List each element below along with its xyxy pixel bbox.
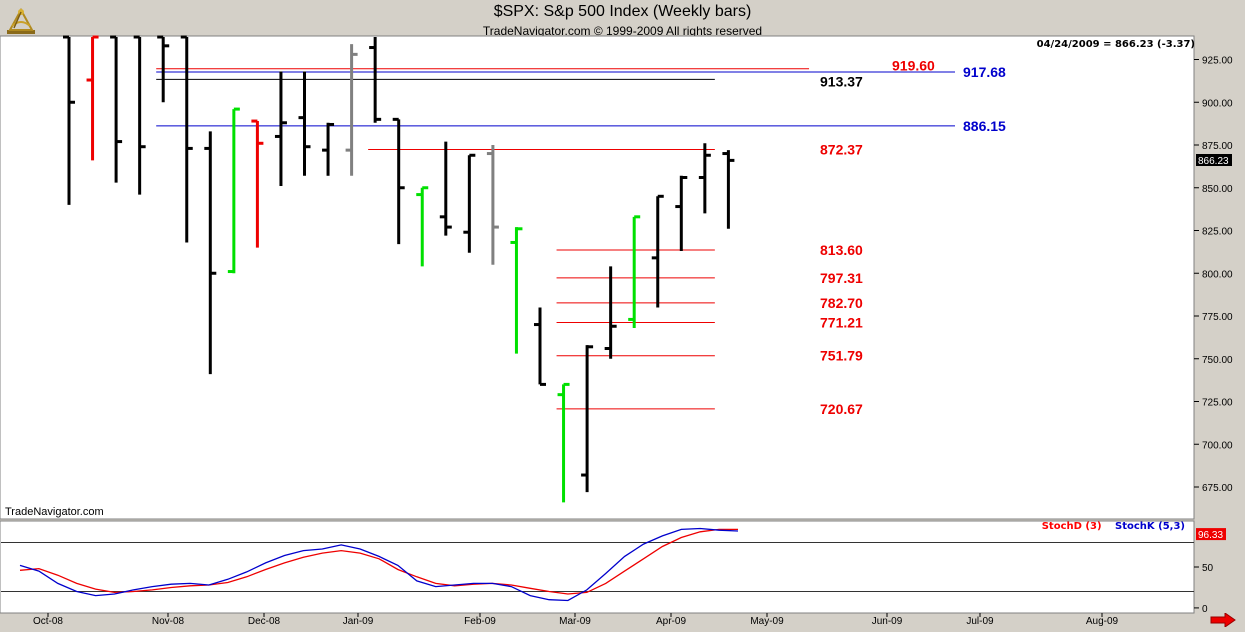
y-tick-label: 850.00: [1202, 184, 1233, 195]
x-tick-label: Nov-08: [152, 616, 185, 627]
y-tick-label: 725.00: [1202, 398, 1233, 409]
scroll-right-arrow-icon[interactable]: [1210, 612, 1236, 628]
level-label: 813.60: [820, 242, 863, 258]
y-tick-label: 800.00: [1202, 269, 1233, 280]
level-label: 917.68: [963, 64, 1006, 80]
stoch-y-tick-label: 50: [1202, 563, 1214, 574]
level-label: 751.79: [820, 348, 863, 364]
level-label: 886.15: [963, 118, 1006, 134]
x-tick-label: Jan-09: [343, 616, 374, 627]
y-tick-label: 775.00: [1202, 312, 1233, 323]
x-tick-label: Feb-09: [464, 616, 496, 627]
level-label: 913.37: [820, 73, 863, 89]
last-price-label: 866.23: [1198, 156, 1229, 167]
level-label: 782.70: [820, 295, 863, 311]
y-tick-label: 900.00: [1202, 98, 1233, 109]
stochastic-panel: [0, 520, 1195, 614]
y-tick-label: 875.00: [1202, 141, 1233, 152]
x-tick-label: Jul-09: [966, 616, 994, 627]
level-label: 720.67: [820, 401, 863, 417]
x-tick-label: May-09: [750, 616, 784, 627]
x-tick-label: Aug-09: [1086, 616, 1119, 627]
y-tick-label: 675.00: [1202, 483, 1233, 494]
y-tick-label: 700.00: [1202, 440, 1233, 451]
level-label: 919.60: [892, 58, 935, 74]
x-tick-label: Jun-09: [872, 616, 903, 627]
stoch-line-blue: [19, 527, 739, 602]
price-readout: 04/24/2009 = 866.23 (-3.37): [1036, 39, 1195, 50]
x-tick-label: Mar-09: [559, 616, 591, 627]
stoch-y-tick-label: 0: [1202, 604, 1208, 615]
y-tick-label: 825.00: [1202, 227, 1233, 238]
x-tick-label: Oct-08: [33, 616, 63, 627]
chart-subtitle: TradeNavigator.com © 1999-2009 All right…: [482, 24, 763, 38]
stoch-d-legend: StochD (3): [1041, 521, 1102, 532]
watermark: TradeNavigator.com: [5, 506, 104, 518]
level-label: 771.21: [820, 314, 863, 330]
stoch-last-label: 96.33: [1198, 530, 1223, 541]
y-tick-label: 750.00: [1202, 355, 1233, 366]
stoch-last-box: [1196, 528, 1226, 541]
stoch-line-red: [19, 528, 738, 595]
chart-title: $SPX: S&p 500 Index (Weekly bars): [493, 3, 752, 20]
last-price-box: [1196, 153, 1232, 166]
y-tick-label: 925.00: [1202, 56, 1233, 67]
x-tick-label: Apr-09: [656, 616, 686, 627]
sextant-logo-icon: [4, 6, 38, 36]
level-label: 797.31: [820, 270, 863, 286]
stochastic-legend: StochD (3) StochK (5,3): [1042, 521, 1185, 532]
x-tick-label: Dec-08: [248, 616, 281, 627]
stoch-k-legend: StochK (5,3): [1115, 521, 1185, 532]
level-label: 872.37: [820, 141, 863, 157]
